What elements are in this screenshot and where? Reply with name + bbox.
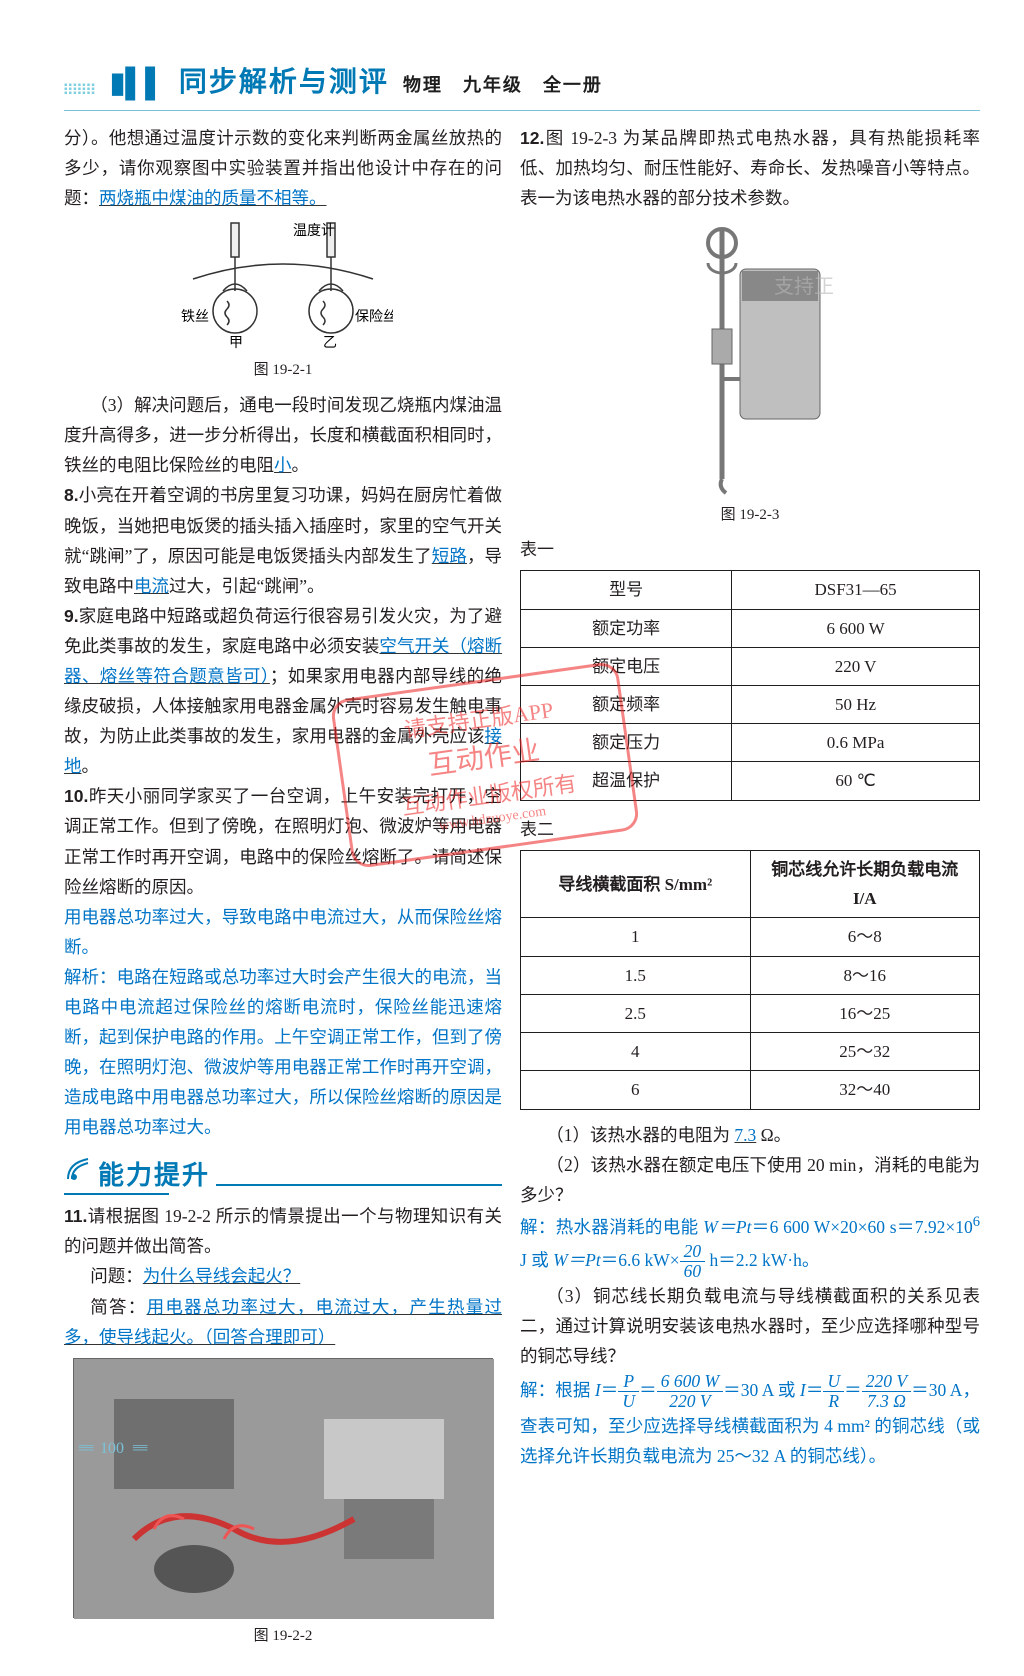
table-cell: 4 [521, 1033, 750, 1071]
table2-head2: 铜芯线允许长期负载电流 I/A [750, 850, 979, 917]
q12-3-answer: 解：根据 I＝PU＝6 600 W220 V＝30 A 或 I＝UR＝220 V… [520, 1372, 980, 1472]
book-icon: ▮▌▌ [110, 66, 165, 100]
q12-2-answer: 解：热水器消耗的电能 W＝Pt＝6 600 W×20×60 s＝7.92×106… [520, 1210, 980, 1281]
table-cell: 0.6 MPa [732, 724, 980, 762]
fig1-caption: 图 19-2-1 [64, 358, 502, 384]
q11-question: 问题：为什么导线会起火？ [64, 1261, 502, 1291]
table-cell: 32～40 [750, 1071, 979, 1109]
q12-2: （2）该热水器在额定电压下使用 20 min，消耗的电能为多少？ [520, 1150, 980, 1210]
grade: 九年级 [463, 75, 523, 95]
table-cell: 额定功率 [521, 609, 732, 647]
q8-answer1: 短路 [432, 546, 467, 566]
table-cell: DSF31—65 [732, 571, 980, 609]
table-cell: 额定压力 [521, 724, 732, 762]
q12-1-answer: 7.3 [734, 1125, 756, 1145]
q7-part3: （3）解决问题后，通电一段时间发现乙烧瓶内煤油温度升高得多，进一步分析得出，长度… [64, 390, 502, 480]
page-footer: ≡≡100≡≡ [78, 1440, 146, 1458]
table-cell: 6～8 [750, 918, 979, 956]
ability-section: 能力提升 [64, 1153, 502, 1198]
table-cell: 6 600 W [732, 609, 980, 647]
table-cell: 16～25 [750, 994, 979, 1032]
table1-label: 表一 [520, 535, 980, 564]
svg-text:铁丝: 铁丝 [181, 309, 209, 325]
q11: 11.请根据图 19-2-2 所示的情景提出一个与物理知识有关的问题并做出简答。 [64, 1201, 502, 1261]
q12-1: （1）该热水器的电阻为 7.3 Ω。 [520, 1120, 980, 1150]
table-cell: 额定频率 [521, 686, 732, 724]
svg-text:温度计: 温度计 [293, 223, 335, 239]
page-number: 100 [100, 1440, 124, 1458]
series-title: 同步解析与测评 [179, 60, 389, 100]
q11-question-answer: 为什么导线会起火？ [143, 1266, 301, 1286]
table-cell: 1 [521, 918, 750, 956]
table1: 型号DSF31—65额定功率6 600 W额定电压220 V额定频率50 Hz额… [520, 570, 980, 800]
table-cell: 25～32 [750, 1033, 979, 1071]
q10-analysis: 解析：电路在短路或总功率过大时会产生很大的电流，当电路中电流超过保险丝的熔断电流… [64, 962, 502, 1143]
table-cell: 额定电压 [521, 647, 732, 685]
table2-head1: 导线横截面积 S/mm² [521, 850, 750, 917]
q11-answer: 简答：用电器总功率过大，电流过大，产生热量过多，使导线起火。（回答合理即可） [64, 1292, 502, 1352]
q8-answer2: 电流 [134, 576, 169, 596]
dot-grid: ▪▪▪▪▪▪▪▪▪▪▪▪▪▪▪▪▪▪▪▪▪ [64, 84, 96, 96]
table-cell: 50 Hz [732, 686, 980, 724]
q10-answer: 用电器总功率过大，导致电路中电流过大，从而保险丝熔断。 [64, 902, 502, 962]
figure-19-2-2: 图 19-2-2 [64, 1358, 502, 1650]
table-cell: 8～16 [750, 956, 979, 994]
volume: 全一册 [543, 75, 603, 95]
figure-19-2-1: 温度计 铁丝 甲 乙 保险丝 图 19-2-1 [64, 219, 502, 384]
q7-3-answer: 小 [274, 455, 292, 475]
subject: 物理 [403, 75, 443, 95]
q7-continuation: 分）。他想通过温度计示数的变化来判断两金属丝放热的多少，请你观察图中实验装置并指… [64, 123, 502, 213]
table2: 导线横截面积 S/mm² 铜芯线允许长期负载电流 I/A 16～81.58～16… [520, 850, 980, 1110]
table-cell: 超温保护 [521, 762, 732, 800]
q9: 9.家庭电路中短路或超负荷运行很容易引发火灾，为了避免此类事故的发生，家庭电路中… [64, 601, 502, 782]
q12: 12.图 19-2-3 为某品牌即热式电热水器，具有热能损耗率低、加热均匀、耐压… [520, 123, 980, 213]
fig2-caption: 图 19-2-2 [64, 1624, 502, 1650]
q8: 8.小亮在开着空调的书房里复习功课，妈妈在厨房忙着做晚饭，当她把电饭煲的插头插入… [64, 480, 502, 600]
svg-text:甲: 甲 [229, 336, 243, 349]
svg-text:保险丝: 保险丝 [355, 309, 393, 325]
fig3-caption: 图 19-2-3 [520, 503, 980, 529]
q7-answer: 两烧瓶中煤油的质量不相等。 [99, 188, 327, 208]
svg-text:乙: 乙 [323, 335, 337, 349]
table-cell: 6 [521, 1071, 750, 1109]
satellite-icon [64, 1155, 92, 1195]
table-cell: 1.5 [521, 956, 750, 994]
table-cell: 220 V [732, 647, 980, 685]
q10: 10.昨天小丽同学家买了一台空调，上午安装完打开，空调正常工作。但到了傍晚，在照… [64, 781, 502, 901]
figure-19-2-3: 图 19-2-3 [520, 219, 980, 529]
table-cell: 型号 [521, 571, 732, 609]
page-header: ▪▪▪▪▪▪▪▪▪▪▪▪▪▪▪▪▪▪▪▪▪ ▮▌▌ 同步解析与测评 物理 九年级… [64, 60, 980, 100]
table2-label: 表二 [520, 815, 980, 844]
table-cell: 2.5 [521, 994, 750, 1032]
table-cell: 60 ℃ [732, 762, 980, 800]
q12-3: （3）铜芯线长期负载电流与导线横截面积的关系见表二，通过计算说明安装该电热水器时… [520, 1281, 980, 1371]
